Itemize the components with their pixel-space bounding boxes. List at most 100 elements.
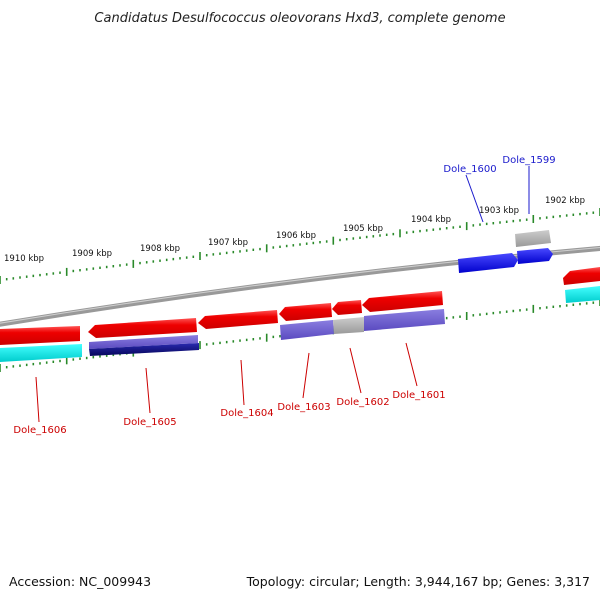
outer-scale-minor-tick (99, 266, 101, 269)
outer-scale-major-tick (199, 252, 201, 260)
outer-scale-minor-tick (339, 238, 341, 242)
gene-dole-1604[interactable] (198, 310, 278, 329)
gene-label-dole-1602[interactable]: Dole_1602 (336, 397, 389, 408)
inner-scale-minor-tick (252, 338, 255, 341)
inner-scale-minor-tick (232, 340, 235, 343)
outer-scale-minor-tick (52, 272, 55, 275)
outer-scale-minor-tick (172, 257, 175, 261)
gene-dole-1599[interactable] (517, 248, 553, 264)
gene-label-dole-1600[interactable]: Dole_1600 (443, 164, 496, 175)
outer-scale-minor-tick (119, 264, 121, 267)
outer-scale-minor-tick (565, 214, 568, 217)
scale-label-1904: 1904 kbp (411, 215, 451, 225)
outer-scale-minor-tick (539, 217, 541, 220)
leader-dole-1603 (302, 352, 310, 399)
genome-summary-text: Topology: circular; Length: 3,944,167 bp… (246, 574, 590, 589)
inner-scale-minor-tick (539, 307, 541, 310)
leader-dole-1605 (145, 367, 151, 414)
inner-scale-minor-tick (5, 366, 8, 369)
outer-scale-minor-tick (552, 215, 555, 219)
gene-right-edge[interactable] (563, 267, 600, 285)
outer-scale-minor-tick (505, 220, 508, 223)
inner-scale-minor-tick (279, 335, 281, 338)
outer-scale-minor-tick (179, 257, 181, 260)
outer-scale-minor-tick (45, 273, 48, 276)
outer-scale-minor-tick (145, 261, 148, 264)
outer-scale-minor-tick (205, 254, 208, 257)
leader-dole-1601 (405, 342, 418, 387)
outer-scale-minor-tick (445, 227, 448, 230)
inner-scale-minor-tick (212, 342, 215, 345)
outer-scale-minor-tick (485, 222, 488, 226)
scale-label-1909: 1909 kbp (72, 249, 112, 259)
feature-cyan-1606 (0, 344, 82, 362)
outer-scale-minor-tick (419, 229, 421, 233)
inner-scale-minor-tick (585, 302, 588, 305)
outer-scale-minor-tick (405, 231, 408, 234)
gene-dole-1605[interactable] (88, 318, 197, 338)
outer-scale-minor-tick (185, 256, 188, 259)
gene-label-dole-1599[interactable]: Dole_1599 (502, 155, 555, 166)
inner-scale-minor-tick (45, 361, 48, 364)
leader-dole-1602 (349, 347, 362, 394)
outer-scale-minor-tick (152, 260, 155, 263)
outer-scale-minor-tick (245, 249, 248, 252)
scale-label-1908: 1908 kbp (140, 244, 180, 254)
inner-scale-minor-tick (459, 315, 461, 318)
outer-scale-minor-tick (585, 212, 588, 215)
feature-purple-1601 (364, 309, 445, 331)
gene-label-dole-1603[interactable]: Dole_1603 (277, 402, 330, 413)
outer-scale-minor-tick (359, 236, 361, 239)
inner-scale-minor-tick (579, 302, 581, 306)
inner-scale-minor-tick (525, 308, 528, 311)
gene-dole-1600[interactable] (458, 253, 518, 273)
outer-scale-minor-tick (512, 219, 515, 223)
outer-scale-minor-tick (239, 250, 241, 253)
inner-scale-minor-tick (205, 343, 208, 346)
inner-scale-minor-tick (112, 353, 115, 357)
inner-scale-minor-tick (225, 340, 228, 344)
inner-scale-minor-tick (565, 304, 568, 307)
outer-scale-minor-tick (72, 269, 75, 273)
outer-scale-minor-tick (272, 246, 275, 249)
gene-label-dole-1601[interactable]: Dole_1601 (392, 390, 445, 401)
feature-purple-1603 (280, 320, 334, 340)
inner-scale-minor-tick (572, 303, 575, 306)
label-leaders (35, 166, 530, 423)
outer-scale-minor-tick (525, 218, 528, 221)
gene-dole-1603[interactable] (279, 303, 332, 321)
outer-scale-minor-tick (312, 241, 315, 245)
outer-scale-minor-tick (592, 211, 595, 214)
feature-cyan-right (565, 286, 600, 303)
gene-label-dole-1604[interactable]: Dole_1604 (220, 408, 273, 419)
outer-scale-minor-tick (225, 251, 228, 255)
inner-scale-minor-tick (272, 335, 275, 339)
outer-scale-minor-tick (492, 222, 495, 225)
accession-text: Accession: NC_009943 (9, 574, 151, 589)
gene-dole-1602[interactable] (332, 300, 362, 315)
inner-scale-minor-tick (259, 337, 261, 340)
inner-scale-minor-tick (25, 363, 28, 367)
gene-label-dole-1606[interactable]: Dole_1606 (13, 425, 66, 436)
reverse-genes (0, 291, 445, 362)
outer-scale-minor-tick (19, 276, 21, 279)
inner-scale-minor-tick (219, 341, 221, 345)
outer-scale-major-tick (465, 222, 468, 231)
feature-gray-1599 (515, 230, 551, 247)
inner-scale-major-tick (265, 333, 268, 342)
feature-purple-1605 (89, 335, 198, 349)
inner-scale-minor-tick (452, 316, 455, 319)
leader-dole-1600 (465, 174, 484, 223)
inner-scale-minor-tick (499, 311, 501, 314)
outer-scale-minor-tick (85, 268, 88, 271)
gene-dole-1601[interactable] (362, 291, 443, 312)
gene-dole-1606[interactable] (0, 326, 80, 345)
outer-scale-minor-tick (439, 227, 441, 231)
gene-label-dole-1605[interactable]: Dole_1605 (123, 417, 176, 428)
inner-scale-minor-tick (559, 305, 561, 308)
inner-scale-minor-tick (512, 309, 515, 313)
outer-scale-minor-tick (579, 212, 581, 216)
inner-scale-minor-tick (485, 312, 488, 316)
inner-scale-minor-tick (39, 362, 41, 365)
